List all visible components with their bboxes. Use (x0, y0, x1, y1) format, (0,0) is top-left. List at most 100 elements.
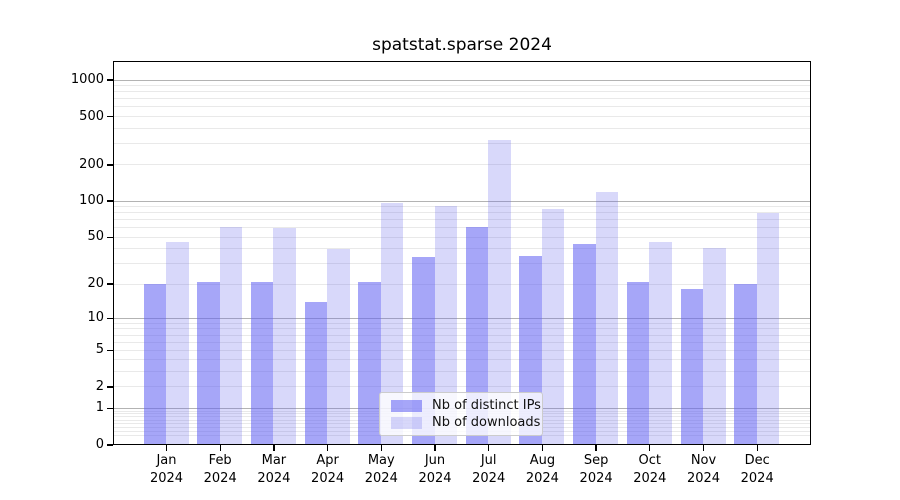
gridline-3 (113, 371, 811, 373)
x-tick-nov-2024 (702, 445, 705, 451)
ips-bar-oct-2024 (626, 281, 650, 445)
gridline-6 (113, 341, 811, 343)
ips-bar-apr-2024 (304, 301, 328, 445)
downloads-bar-dec-2024 (756, 212, 780, 445)
downloads-bar-nov-2024 (703, 247, 726, 445)
ips-bar-jul-2024 (465, 227, 489, 445)
ips-bar-mar-2024 (250, 281, 274, 445)
downloads-bar-jan-2024 (166, 241, 189, 445)
x-tick-label-jul-2024: Jul 2024 (472, 453, 506, 486)
x-tick-label-mar-2024: Mar 2024 (257, 453, 291, 486)
gridline-20 (113, 283, 811, 285)
x-tick-may-2024 (380, 445, 382, 451)
gridline-40 (113, 248, 811, 250)
legend: Nb of distinct IPs Nb of downloads (379, 392, 543, 436)
gridline-1000 (113, 79, 811, 81)
ips-bar-sep-2024 (573, 243, 596, 445)
distinct-ips-swatch (391, 399, 422, 412)
y-tick-1000 (107, 79, 113, 81)
y-tick-100 (107, 200, 113, 202)
legend-label-distinct-ips: Nb of distinct IPs (432, 398, 541, 413)
x-tick-label-sep-2024: Sep 2024 (579, 453, 613, 486)
x-tick-label-oct-2024: Oct 2024 (633, 453, 667, 486)
x-tick-label-feb-2024: Feb 2024 (203, 453, 237, 486)
gridline-60 (113, 227, 811, 229)
x-tick-label-aug-2024: Aug 2024 (525, 453, 559, 486)
gridline-8 (113, 328, 811, 330)
gridline-600 (113, 106, 811, 108)
gridline-5 (113, 349, 811, 351)
gridline-100 (113, 200, 811, 202)
y-tick-label-50: 50 (87, 229, 104, 245)
gridline-30 (113, 263, 811, 265)
gridline-700 (113, 98, 811, 100)
y-tick-label-5: 5 (95, 342, 104, 358)
x-tick-feb-2024 (219, 445, 221, 451)
ips-bar-nov-2024 (680, 289, 703, 445)
x-tick-jan-2024 (165, 445, 168, 451)
downloads-bar-may-2024 (380, 203, 404, 445)
x-tick-mar-2024 (273, 445, 275, 451)
y-tick-200 (107, 164, 113, 166)
plot-area: Nb of distinct IPs Nb of downloads (113, 61, 811, 445)
ips-bar-dec-2024 (734, 284, 757, 445)
x-tick-aug-2024 (541, 445, 544, 451)
gridline-400 (113, 127, 811, 129)
y-tick-label-200: 200 (79, 156, 104, 172)
y-tick-2 (107, 386, 113, 388)
downloads-swatch (391, 416, 422, 429)
x-tick-label-jun-2024: Jun 2024 (418, 453, 452, 486)
x-tick-label-apr-2024: Apr 2024 (311, 453, 345, 486)
y-tick-label-10: 10 (87, 310, 104, 326)
y-tick-50 (107, 236, 113, 238)
gridline-10 (113, 317, 811, 319)
legend-item-downloads: Nb of downloads (386, 415, 540, 430)
ips-bar-feb-2024 (197, 281, 220, 445)
gridline-9 (113, 322, 811, 324)
ips-bar-jan-2024 (143, 284, 166, 445)
downloads-bar-aug-2024 (541, 209, 565, 445)
gridline-500 (113, 116, 811, 118)
downloads-bar-mar-2024 (273, 227, 296, 445)
downloads-bar-jul-2024 (488, 140, 511, 445)
gridline-900 (113, 85, 811, 87)
y-tick-5 (107, 349, 113, 352)
x-tick-jun-2024 (434, 445, 436, 451)
downloads-bar-sep-2024 (595, 191, 619, 445)
x-tick-label-nov-2024: Nov 2024 (686, 453, 721, 486)
x-tick-apr-2024 (326, 445, 329, 451)
x-tick-label-may-2024: May 2024 (364, 453, 398, 486)
y-tick-label-500: 500 (79, 108, 104, 124)
y-tick-0 (107, 444, 113, 446)
x-tick-label-dec-2024: Dec 2024 (740, 453, 774, 486)
x-tick-label-jan-2024: Jan 2024 (149, 453, 184, 486)
y-tick-label-2: 2 (95, 378, 104, 394)
x-tick-oct-2024 (649, 445, 651, 451)
legend-label-downloads: Nb of downloads (432, 415, 541, 430)
gridline-200 (113, 164, 811, 166)
y-tick-500 (107, 115, 113, 118)
legend-item-distinct-ips: Nb of distinct IPs (386, 398, 541, 413)
gridline-70 (113, 219, 811, 221)
y-tick-label-1000: 1000 (70, 72, 104, 87)
gridline-800 (113, 91, 811, 93)
downloads-bar-oct-2024 (649, 241, 672, 445)
y-tick-label-20: 20 (87, 276, 104, 292)
gridline-4 (113, 359, 811, 361)
y-tick-label-0: 0 (95, 437, 104, 452)
x-tick-dec-2024 (756, 445, 758, 451)
gridline-50 (113, 236, 811, 238)
y-tick-label-1: 1 (95, 400, 104, 416)
chart-title: spatstat.sparse 2024 (372, 35, 552, 55)
downloads-bar-apr-2024 (327, 248, 350, 445)
downloads-bar-feb-2024 (219, 227, 243, 445)
y-tick-label-100: 100 (79, 193, 104, 209)
y-tick-1 (107, 407, 113, 410)
x-tick-jul-2024 (488, 445, 490, 451)
gridline-90 (113, 206, 811, 208)
ips-bar-may-2024 (358, 281, 381, 445)
gridline-2 (113, 386, 811, 388)
gridline-300 (113, 142, 811, 144)
y-tick-20 (107, 283, 113, 285)
